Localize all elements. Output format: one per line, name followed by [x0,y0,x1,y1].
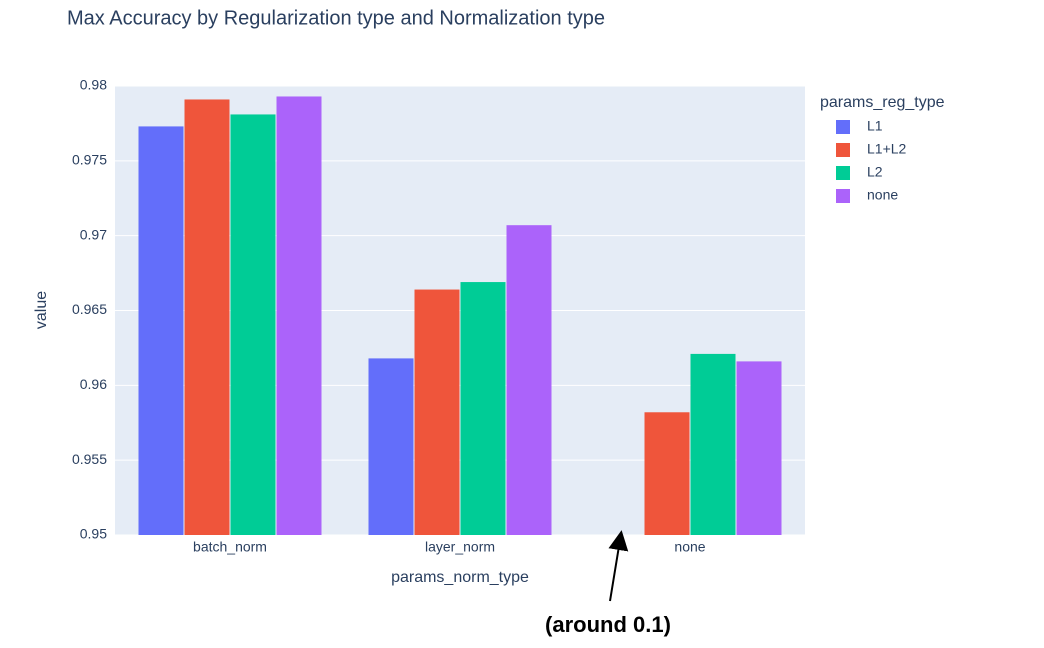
bar [138,126,184,535]
legend-swatch [836,143,850,157]
legend-label: none [867,187,898,203]
bar [460,282,506,535]
legend-swatch [836,166,850,180]
bar [644,412,690,535]
y-tick-label: 0.95 [80,526,107,542]
legend-swatch [836,120,850,134]
x-axis-title: params_norm_type [391,569,529,586]
bar [276,96,322,535]
y-axis-title: value [33,291,50,329]
annotation-arrow [608,530,629,602]
legend-title: params_reg_type [820,94,945,111]
bar [736,361,782,535]
y-tick-label: 0.96 [80,376,107,392]
bar [506,225,552,535]
bar [230,114,276,535]
y-tick-label: 0.97 [80,226,107,242]
x-tick-label: layer_norm [425,539,495,555]
y-tick-label: 0.98 [80,77,107,93]
x-tick-label: none [674,539,705,555]
y-tick-label: 0.975 [72,152,107,168]
bar [690,353,736,535]
x-tick-label: batch_norm [193,539,267,555]
y-tick-label: 0.965 [72,301,107,317]
chart-title: Max Accuracy by Regularization type and … [67,7,605,29]
annotation: (around 0.1) [545,612,671,637]
y-tick-label: 0.955 [72,451,107,467]
bar [414,289,460,535]
bar [184,99,230,535]
legend-label: L1+L2 [867,141,907,157]
legend-label: L2 [867,164,883,180]
bar [368,358,414,535]
legend-label: L1 [867,118,883,134]
legend-swatch [836,189,850,203]
